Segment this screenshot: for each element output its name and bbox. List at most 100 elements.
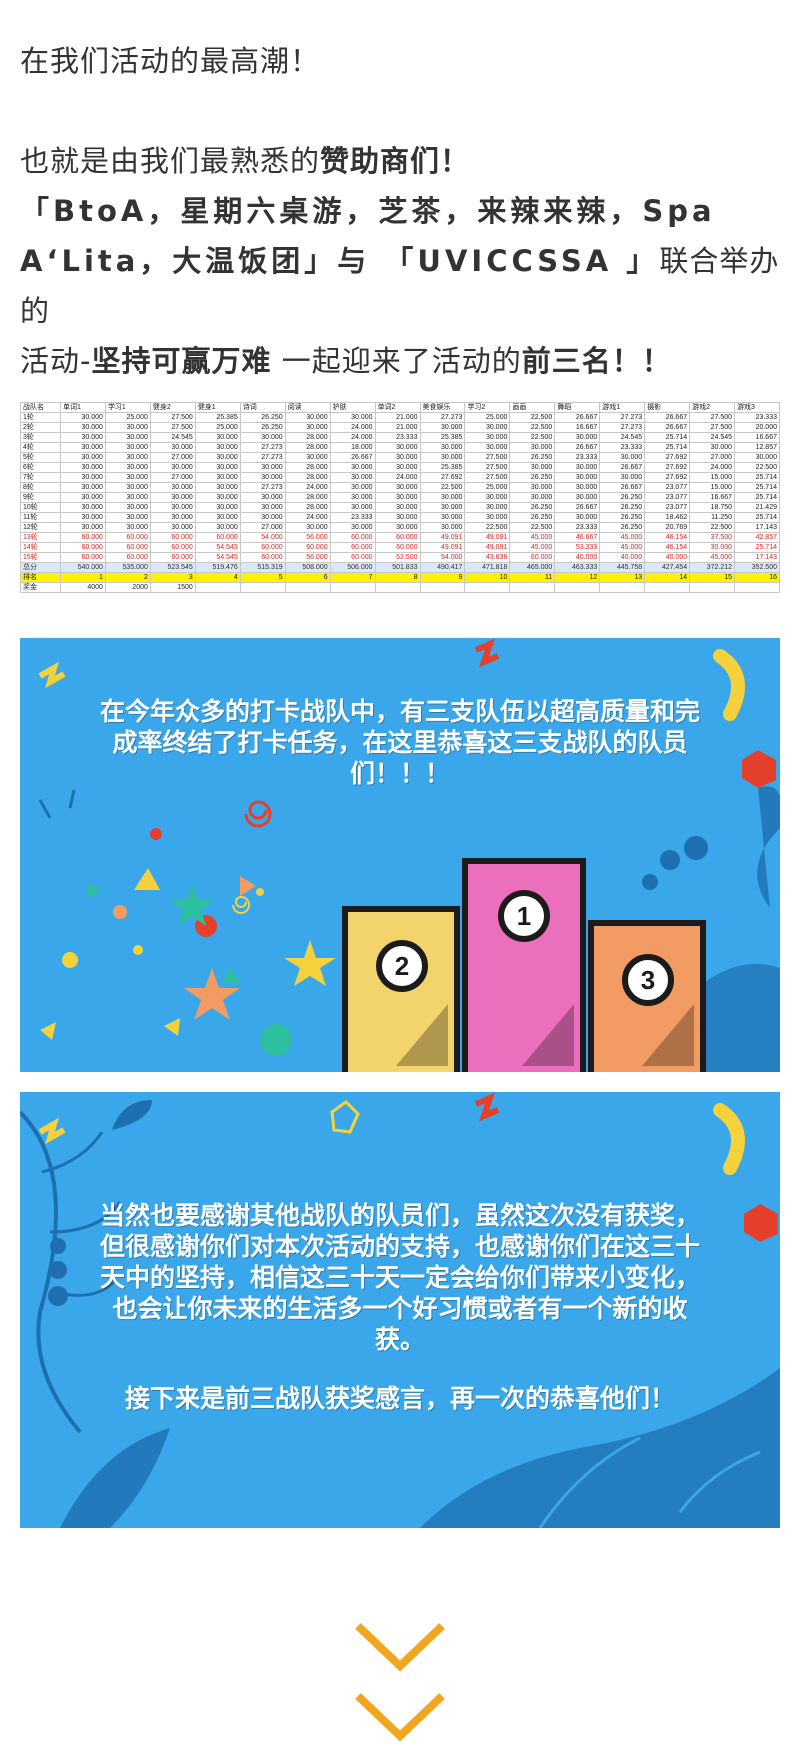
table-cell: 奖金	[20, 582, 61, 593]
table-cell: 30.000	[60, 492, 106, 503]
table-cell: 26.250	[239, 412, 286, 423]
table-cell: 22.500	[509, 432, 556, 443]
table-cell: 28.000	[284, 442, 331, 453]
table-cell: 43.636	[464, 552, 511, 563]
table-cell: 30.000	[239, 502, 286, 513]
table-cell: 27.000	[149, 452, 196, 463]
table-cell: 30.000	[464, 502, 511, 513]
table-cell: 游戏2	[689, 402, 736, 413]
table-cell: 30.000	[239, 462, 286, 473]
table-cell: 427.454	[644, 562, 691, 573]
table-cell: 30.000	[419, 492, 466, 503]
table-cell	[464, 582, 511, 593]
table-cell: 27.692	[419, 472, 466, 483]
table-cell: 23.333	[599, 442, 646, 453]
table-cell	[284, 582, 331, 593]
table-cell: 22.500	[419, 482, 466, 493]
table-cell: 单词2	[374, 402, 421, 413]
table-cell: 25.000	[104, 412, 151, 423]
table-cell: 25.385	[419, 462, 466, 473]
table-cell: 26.667	[554, 442, 601, 453]
table-cell: 游戏1	[599, 402, 646, 413]
table-cell: 25.714	[734, 482, 780, 493]
table-cell: 23.333	[554, 522, 601, 533]
table-cell: 战队名	[20, 402, 61, 413]
table-cell: 523.545	[149, 562, 196, 573]
table-cell	[374, 582, 421, 593]
table-cell: 26.250	[509, 472, 556, 483]
table-cell: 535.000	[104, 562, 151, 573]
table-cell: 26.667	[599, 482, 646, 493]
table-cell: 8	[374, 572, 421, 583]
table-cell: 30.000	[104, 522, 151, 533]
table-cell: 30.000	[554, 482, 601, 493]
table-cell: 30.000	[60, 442, 106, 453]
table-cell: 30.000	[239, 472, 286, 483]
table-cell: 25.385	[194, 412, 241, 423]
table-cell: 30.000	[509, 462, 556, 473]
table-row: 6轮 30.000 30.000 30.000 30.000 30.000 28.000 30…	[20, 462, 780, 473]
table-cell: 12轮	[20, 522, 61, 533]
table-cell: 30.000	[60, 422, 106, 433]
table-cell: 27.273	[599, 412, 646, 423]
table-cell: 13轮	[20, 532, 61, 543]
sponsor-intro: 也就是由我们最熟悉的赞助商们！	[20, 144, 471, 178]
table-cell: 25.714	[734, 472, 780, 483]
table-cell: 30.000	[239, 432, 286, 443]
table-row: 4轮 30.000 30.000 30.000 30.000 27.273 28.000 18…	[20, 442, 780, 453]
table-cell: 30.000	[554, 432, 601, 443]
table-cell: 30.000	[329, 412, 376, 423]
table-cell: 540.000	[60, 562, 106, 573]
table-cell: 49.091	[464, 532, 511, 543]
table-cell: 26.667	[644, 412, 691, 423]
total-row: 总分 540.000 535.000 523.545 519.476 515.319 508…	[20, 562, 780, 573]
table-cell: 诗词	[239, 402, 286, 413]
table-cell: 26.250	[599, 512, 646, 523]
table-cell: 30.000	[60, 522, 106, 533]
table-cell: 28.000	[284, 492, 331, 503]
table-cell: 30.000	[60, 462, 106, 473]
table-cell	[644, 582, 691, 593]
rank-3-badge: 3	[622, 954, 674, 1006]
table-cell: 排名	[20, 572, 61, 583]
table-cell: 28.000	[284, 462, 331, 473]
table-cell: 30.000	[509, 482, 556, 493]
table-cell: 30.000	[149, 482, 196, 493]
table-cell: 4	[194, 572, 241, 583]
table-cell: 30.000	[329, 492, 376, 503]
table-cell: 24.000	[329, 432, 376, 443]
score-table: 战队名 单词1 学习1 健身2 健身1 诗词 阅读 护肤 单词2 美食娱乐 学习2 画画 舞蹈 游戏1 摄影…	[20, 402, 780, 593]
table-cell: 27.273	[239, 442, 286, 453]
table-cell: 465.000	[509, 562, 556, 573]
table-cell: 2	[104, 572, 151, 583]
campaign-name: 坚持可赢万难	[91, 344, 272, 378]
table-cell: 2轮	[20, 422, 61, 433]
table-cell: 352.500	[734, 562, 780, 573]
table-cell: 1500	[149, 582, 196, 593]
table-cell: 49.091	[464, 542, 511, 553]
table-cell: 30.000	[104, 442, 151, 453]
table-cell	[239, 582, 286, 593]
table-cell	[554, 582, 601, 593]
table-cell: 506.000	[329, 562, 376, 573]
congrats-text: 在今年众多的打卡战队中，有三支队伍以超高质量和完成率终结了打卡任务，在这里恭喜这…	[99, 697, 700, 788]
table-cell: 54.545	[194, 542, 241, 553]
table-cell: 27.500	[464, 452, 511, 463]
table-cell: 372.212	[689, 562, 736, 573]
table-cell: 单词1	[60, 402, 106, 413]
table-cell: 5	[239, 572, 286, 583]
table-cell: 60.000	[329, 532, 376, 543]
table-cell: 54.545	[194, 552, 241, 563]
table-cell: 20.769	[644, 522, 691, 533]
table-cell	[599, 582, 646, 593]
table-cell: 18.462	[644, 512, 691, 523]
table-row: 15轮 60.000 60.000 60.000 54.545 60.000 56.000 6…	[20, 552, 780, 563]
table-cell: 25.714	[644, 442, 691, 453]
table-cell: 22.500	[509, 422, 556, 433]
table-cell: 4000	[60, 582, 106, 593]
table-cell: 30.000	[284, 452, 331, 463]
table-cell: 26.250	[599, 502, 646, 513]
table-cell: 30.000	[554, 492, 601, 503]
table-cell: 20.000	[734, 422, 780, 433]
table-cell: 27.500	[149, 422, 196, 433]
